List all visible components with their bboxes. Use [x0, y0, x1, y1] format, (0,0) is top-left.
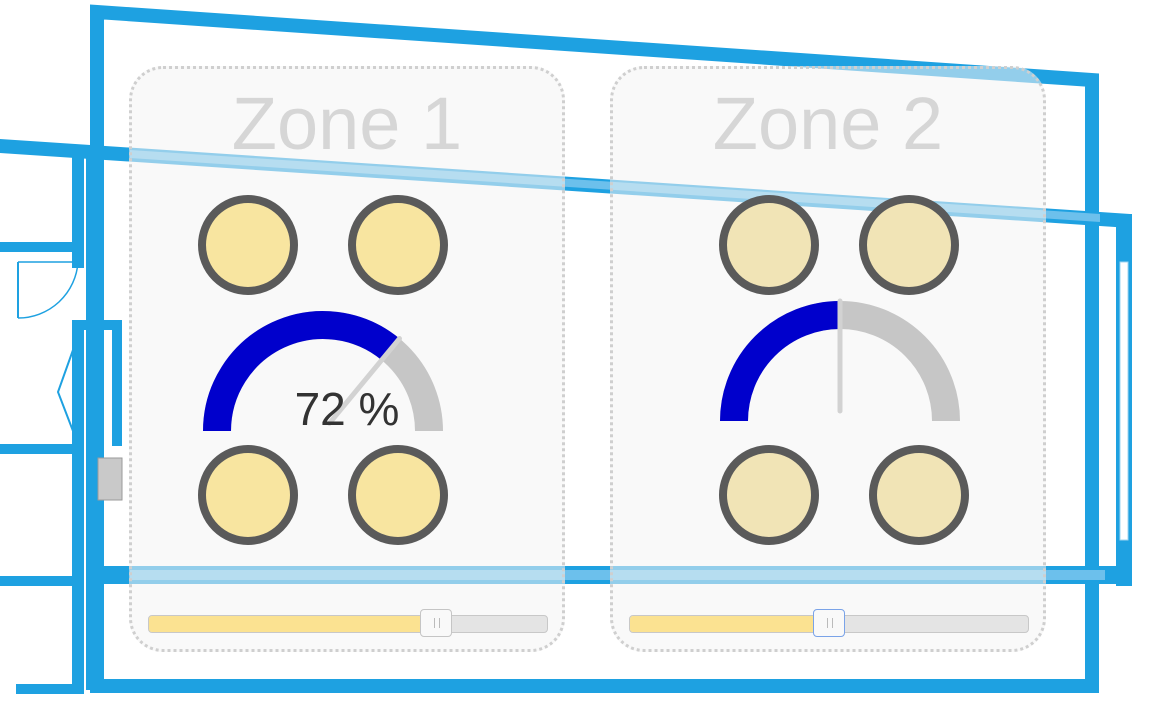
- lamp-icon[interactable]: [348, 195, 448, 295]
- wall-step-vert: [112, 320, 122, 446]
- slider-handle[interactable]: [419, 609, 452, 637]
- wall-corridor-bottom: [16, 684, 84, 694]
- wall-corridor-top: [0, 242, 84, 252]
- dimmer-slider[interactable]: [148, 609, 548, 637]
- lamp-icon[interactable]: [719, 195, 819, 295]
- zone-title: Zone 2: [712, 82, 944, 165]
- lamp-icon[interactable]: [859, 195, 959, 295]
- lamp-icon[interactable]: [719, 445, 819, 545]
- door-frame-block: [97, 457, 123, 501]
- wall-left-jamb-lower: [72, 320, 84, 460]
- slider-handle[interactable]: [813, 609, 845, 637]
- wall-left-jamb: [72, 150, 84, 268]
- wall-corridor-mid: [0, 444, 84, 454]
- gauge-value-text: 72 %: [294, 383, 400, 435]
- gauge-fill: [720, 301, 841, 422]
- door-swing: [17, 261, 79, 319]
- zone-2-panel: Zone 2: [610, 66, 1046, 652]
- lamp-icon[interactable]: [348, 445, 448, 545]
- window-left: [56, 335, 79, 445]
- level-gauge: [720, 298, 960, 422]
- gauge-fill: [203, 311, 400, 432]
- window-right: [1119, 261, 1129, 541]
- gauge-needle: [326, 336, 402, 426]
- zone-1-panel: Zone 1 72 %: [129, 66, 565, 652]
- dimmer-slider[interactable]: [629, 609, 1029, 637]
- lamp-icon[interactable]: [198, 195, 298, 295]
- wall-corridor-low: [0, 576, 84, 586]
- wall-left-stub: [86, 150, 100, 690]
- zone-title: Zone 1: [231, 82, 463, 165]
- slider-fill: [149, 616, 436, 632]
- lamp-icon[interactable]: [198, 445, 298, 545]
- level-gauge: [203, 311, 443, 432]
- lamp-icon[interactable]: [869, 445, 969, 545]
- slider-fill: [630, 616, 829, 632]
- wall-step: [84, 320, 122, 330]
- wall-left-outer: [72, 452, 84, 692]
